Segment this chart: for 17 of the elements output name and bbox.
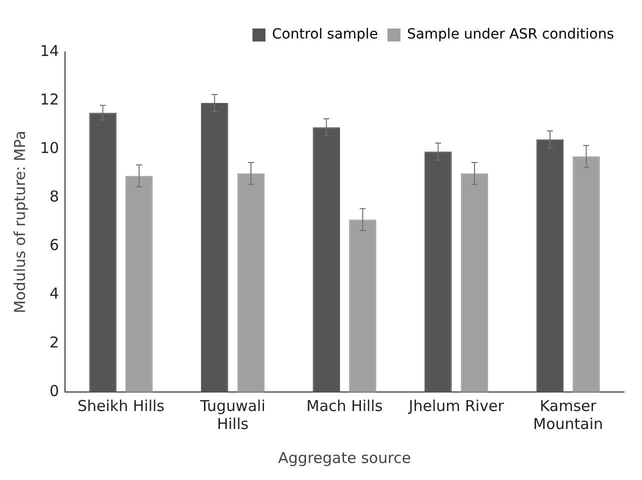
legend-label: Sample under ASR conditions [406, 26, 614, 43]
y-tick-label: 12 [40, 90, 60, 108]
x-tick-label: Kamser Mountain [533, 396, 604, 433]
x-tick-label: Sheikh Hills [77, 396, 165, 415]
legend-label: Control sample [272, 26, 378, 43]
y-tick-label: 6 [50, 236, 60, 254]
x-tick-label: Tuguwali Hills [199, 396, 266, 433]
y-tick-label: 4 [50, 284, 60, 303]
y-axis-title: Modulus of rupture: MPa [10, 130, 29, 314]
x-axis-title: Aggregate source [278, 448, 411, 467]
x-tick-label: Mach Hills [306, 396, 383, 415]
y-tick-label: 2 [50, 333, 60, 352]
x-tick-label: Jhelum River [408, 396, 505, 415]
y-tick-label: 10 [40, 139, 60, 158]
y-tick-label: 8 [50, 188, 60, 206]
y-tick-label: 14 [40, 42, 60, 60]
y-tick-label: 0 [50, 382, 60, 400]
